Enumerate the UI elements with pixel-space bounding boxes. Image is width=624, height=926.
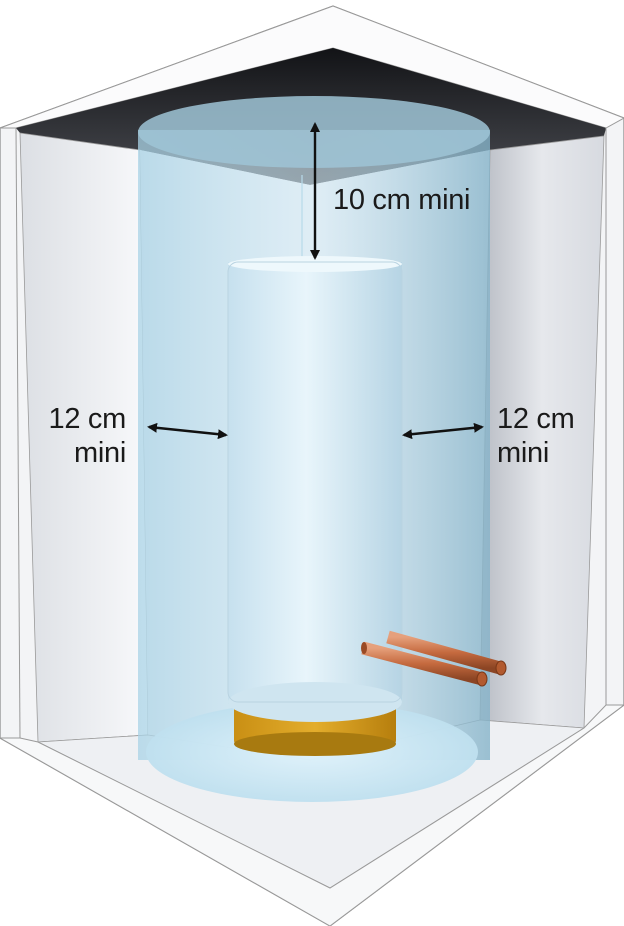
pipe-lower [361,641,484,686]
water-heater-tank [227,256,403,756]
copper-pipes [361,630,507,687]
left-clearance-value: 12 cm [48,403,127,435]
tank-body [228,262,402,704]
left-clearance-arrow [147,422,228,440]
top-clearance-text: 10 cm mini [333,184,471,216]
left-clearance-unit: mini [74,437,126,469]
tank-top [228,256,402,272]
right-clearance-label: 12 cm mini [497,402,587,470]
right-clearance-unit: mini [497,437,549,469]
left-clearance-label: 12 cm mini [46,402,127,470]
right-clearance-value: 12 cm [497,403,575,435]
dimension-arrows [147,122,484,440]
top-clearance-label: 10 cm mini [333,183,471,217]
pipe-upper [386,630,502,675]
right-clearance-arrow [402,422,484,440]
